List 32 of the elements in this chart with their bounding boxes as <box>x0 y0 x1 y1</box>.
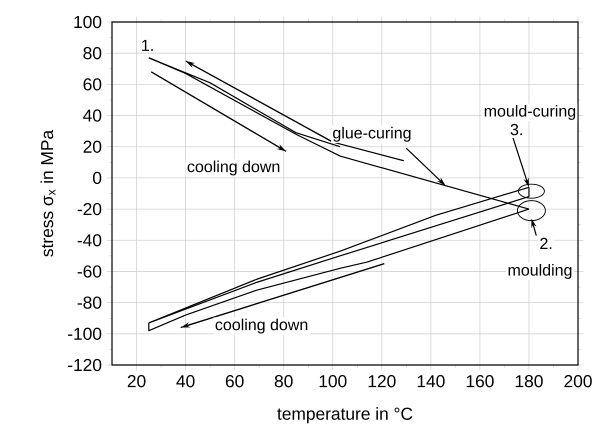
y-tick-label: 20 <box>84 140 102 153</box>
y-tick-label: 80 <box>83 47 102 60</box>
y-tick-label: 40 <box>83 109 102 122</box>
x-tick-label: 180 <box>516 375 543 388</box>
annotation: 2. <box>540 238 552 249</box>
annotation: cooling down <box>216 318 308 334</box>
x-tick-label: 40 <box>176 375 195 388</box>
x-tick-label: 120 <box>368 375 396 388</box>
annotation: mould-curing <box>484 104 576 120</box>
x-tick-label: 100 <box>320 375 347 388</box>
y-axis-title: stress σ$_{x}$ in MPa <box>40 130 56 257</box>
y-tick-label: -120 <box>68 358 102 372</box>
y-tick-label: -60 <box>78 265 102 278</box>
x-tick-label: 20 <box>128 375 146 388</box>
x-tick-label: 60 <box>226 375 244 388</box>
y-tick-label: 60 <box>84 78 102 90</box>
y-tick-label: 0 <box>92 172 102 184</box>
y-tick-label: -40 <box>78 234 102 246</box>
x-tick-label: 80 <box>274 375 293 388</box>
x-tick-label: 160 <box>466 375 494 388</box>
y-tick-label: -100 <box>68 328 102 340</box>
y-tick-label: -20 <box>78 202 102 216</box>
annotation: moulding <box>508 264 572 279</box>
x-tick-label: 200 <box>564 375 592 388</box>
x-tick-label: 140 <box>418 375 445 388</box>
annotation: 1. <box>142 40 153 51</box>
x-axis-title: temperature in °C <box>277 407 412 424</box>
annotation: cooling down <box>188 160 280 176</box>
y-tick-label: 100 <box>74 16 102 28</box>
annotation: 3. <box>510 124 522 136</box>
y-tick-label: -80 <box>78 296 102 309</box>
annotation: glue-curing <box>333 126 411 142</box>
